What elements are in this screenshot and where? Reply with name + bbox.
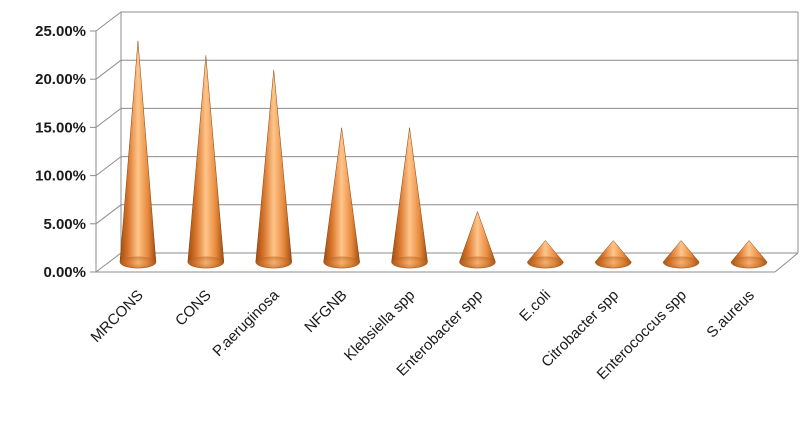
- x-tick-label: MRCONS: [88, 287, 147, 346]
- cone-base: [187, 256, 224, 269]
- y-tick-label: 10.00%: [35, 168, 86, 185]
- series-cones: [119, 40, 768, 269]
- cone-base: [255, 256, 292, 269]
- cone-body: [187, 55, 225, 269]
- gridline-side: [95, 156, 122, 176]
- cone-bar: [323, 127, 360, 269]
- y-tick-label: 25.00%: [35, 23, 86, 40]
- gridlines: [95, 11, 798, 273]
- gridline-side: [95, 59, 122, 80]
- cone-bar: [187, 55, 225, 269]
- cone-bar: [594, 240, 632, 269]
- cone-base: [595, 256, 632, 269]
- cone-bar: [730, 240, 768, 269]
- cone-bar: [459, 210, 496, 269]
- cone-body: [391, 127, 428, 269]
- y-tick-label: 15.00%: [35, 119, 86, 136]
- gridline-side: [95, 11, 122, 32]
- gridline-side: [95, 108, 122, 128]
- x-tick-label: P.aeruginosa: [209, 286, 283, 360]
- plot-walls: [95, 12, 799, 273]
- cone-bar: [662, 240, 700, 269]
- y-tick-label: 20.00%: [35, 71, 86, 88]
- cone-body: [323, 127, 360, 269]
- x-tick-label: S.aureus: [703, 287, 757, 341]
- cone-body: [255, 69, 293, 269]
- cone-base: [459, 256, 496, 269]
- cone-base: [527, 256, 564, 269]
- y-tick-label: 0.00%: [43, 264, 86, 281]
- cone-base: [119, 256, 156, 269]
- cone-base: [323, 256, 360, 269]
- cone-bar: [527, 240, 564, 269]
- cone-bar: [255, 69, 293, 269]
- x-tick-label: E.coli: [516, 287, 554, 325]
- cone-bar: [391, 127, 428, 269]
- x-tick-label: Klebsiella spp: [341, 287, 418, 364]
- x-tick-label: NFGNB: [301, 287, 350, 336]
- gridline-side: [95, 204, 122, 225]
- cone-base: [663, 256, 700, 269]
- floor-right-edge: [774, 252, 799, 273]
- cone-bar: [119, 40, 157, 269]
- cone-base: [731, 256, 768, 269]
- x-tick-label: CONS: [172, 287, 215, 330]
- gridline-side: [95, 252, 122, 273]
- y-axis: 0.00% 5.00% 10.00% 15.00% 20.00% 25.00%: [35, 23, 96, 281]
- y-tick-label: 5.00%: [43, 216, 86, 233]
- cone-body: [119, 40, 157, 269]
- cone-base: [391, 256, 428, 269]
